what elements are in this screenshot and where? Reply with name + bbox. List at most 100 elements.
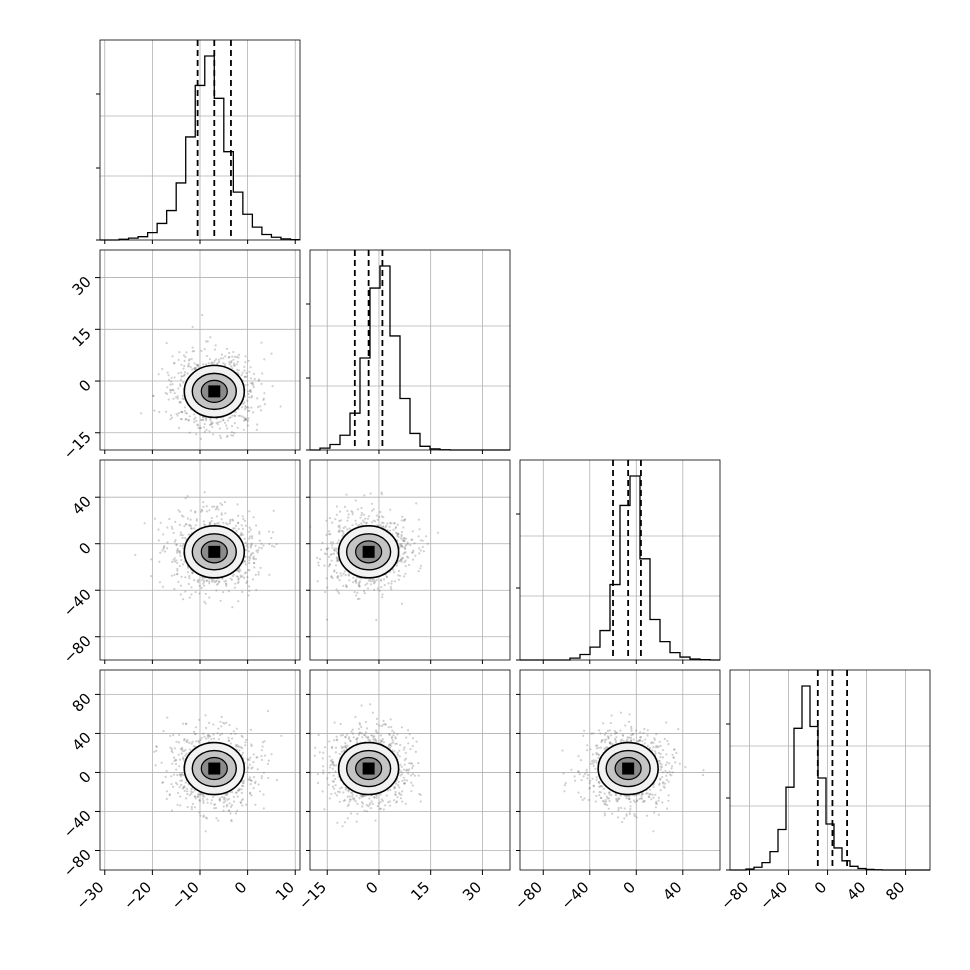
scatter-point [250,543,253,547]
scatter-point [239,414,242,417]
scatter-point [217,738,220,741]
scatter-point [400,519,403,522]
scatter-point [250,395,254,398]
scatter-point [250,553,253,557]
scatter-point [175,543,178,547]
scatter-point [338,752,341,756]
scatter-point [352,736,355,739]
scatter-point [405,543,408,547]
scatter-point [237,369,240,372]
scatter-point [255,589,258,592]
scatter-point [258,378,261,381]
scatter-point [344,574,347,577]
scatter-point [339,519,342,522]
scatter-point [155,749,158,753]
scatter-point [262,793,265,796]
scatter-point [358,722,361,725]
scatter-point [636,800,639,803]
scatter-point [240,746,243,749]
scatter-point [404,559,407,562]
scatter-point [414,750,417,754]
scatter-point [330,792,333,796]
scatter-point [191,325,194,328]
scatter-point [152,394,155,397]
scatter-point [323,564,326,567]
scatter-point [194,510,197,513]
scatter-point [264,754,267,757]
scatter-point [210,423,213,426]
scatter-point [333,570,336,573]
scatter-point [335,505,338,508]
scatter-point [226,803,229,807]
scatter-point [306,568,308,570]
scatter-point [336,557,339,560]
scatter-point [252,551,255,555]
scatter-point [405,757,408,760]
scatter-point [375,618,378,622]
scatter-point [340,745,343,748]
scatter-point [252,557,255,560]
scatter-point [317,781,320,785]
scatter-point [627,736,631,739]
scatter-point [358,580,362,583]
scatter-point [213,803,216,806]
scatter-point [182,397,185,401]
scatter-point [244,741,247,744]
scatter-point [400,793,403,796]
scatter-point [373,796,376,799]
scatter-point [401,800,404,803]
scatter-point [229,416,232,419]
scatter-point [346,519,349,522]
scatter-point [193,367,196,370]
scatter-point [251,381,254,385]
scatter-point [182,354,186,357]
scatter-point [250,779,253,783]
scatter-point [216,362,219,365]
hist-panel-0 [96,39,301,241]
scatter-point [367,805,370,808]
scatter-point [219,599,222,602]
scatter-point [597,753,600,756]
scatter-point [197,578,200,582]
scatter-point [257,573,260,576]
scatter-point [188,415,191,418]
scatter-point [243,537,246,541]
scatter-point [382,521,385,525]
scatter-point [367,579,370,582]
scatter-point [247,359,250,362]
scatter-point [336,575,339,578]
scatter-point [183,750,186,753]
scatter-point [665,778,668,781]
scatter-point [361,736,364,739]
scatter-point [372,508,375,511]
scatter-point [180,575,183,578]
scatter-point [238,749,241,752]
scatter-point [176,397,179,400]
scatter-point [392,528,395,531]
scatter-point [195,740,198,743]
scatter-point [650,798,653,801]
scatter-point [375,730,378,733]
scatter-point [354,715,357,719]
scatter-point [197,581,200,584]
scatter-point [313,754,316,757]
scatter-point [232,800,236,803]
scatter-point [330,559,333,562]
scatter-point [209,417,212,420]
scatter-point [593,760,596,764]
scatter-point [186,517,189,520]
scatter-point [165,769,168,773]
scatter-point [358,523,361,527]
scatter-point [182,598,185,601]
scatter-point [233,414,236,417]
scatter-point [400,530,403,534]
scatter-point [389,508,392,511]
scatter-point [222,591,225,594]
scatter-point [379,793,382,796]
scatter-point [260,775,263,778]
scatter-point [246,770,249,773]
scatter-point [237,789,240,792]
scatter-point [203,795,206,798]
scatter-point [162,730,165,733]
scatter-point [155,745,158,748]
